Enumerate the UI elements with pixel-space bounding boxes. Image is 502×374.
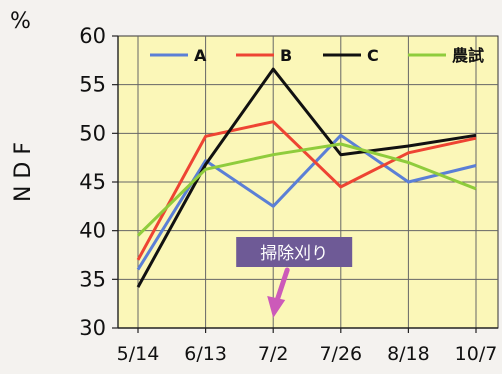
- y-tick-label: 30: [79, 316, 106, 340]
- series-line-B: [136, 120, 477, 261]
- x-tick-label: 7/26: [319, 343, 362, 365]
- series-line-C: [136, 67, 477, 288]
- annotation-label: 掃除刈り: [260, 244, 328, 264]
- x-tick-label: 6/13: [184, 343, 227, 365]
- legend: A B C 農試: [150, 46, 484, 65]
- annotation: 掃除刈り: [236, 237, 353, 318]
- annotation-arrow-shaft: [274, 267, 290, 303]
- annotation-box: [236, 237, 353, 267]
- x-tick-label: 5/14: [117, 343, 160, 365]
- series-line-農試: [136, 142, 477, 237]
- x-tick-label: 8/18: [387, 343, 430, 365]
- y-tick-label: 60: [79, 24, 106, 48]
- y-tick-label: 45: [79, 170, 106, 194]
- annotation-arrow-head: [267, 296, 286, 318]
- y-axis: 30 35 40 45 50 55 60: [79, 24, 119, 340]
- series-lines: [136, 67, 477, 288]
- y-tick-label: 50: [79, 121, 106, 145]
- y-tick-label: 55: [79, 73, 106, 97]
- y-axis-label: N D F: [11, 142, 36, 202]
- x-tick-label: 10/7: [455, 343, 498, 365]
- y-unit-label: %: [10, 9, 31, 34]
- legend-label: A: [194, 46, 207, 65]
- x-tick-label: 7/2: [258, 343, 289, 365]
- y-tick-label: 35: [79, 267, 106, 291]
- legend-label: C: [367, 46, 379, 65]
- legend-label: B: [280, 46, 292, 65]
- x-axis: 5/14 6/13 7/2 7/26 8/18 10/7: [117, 327, 498, 365]
- legend-label: 農試: [452, 46, 484, 65]
- y-tick-label: 40: [79, 219, 106, 243]
